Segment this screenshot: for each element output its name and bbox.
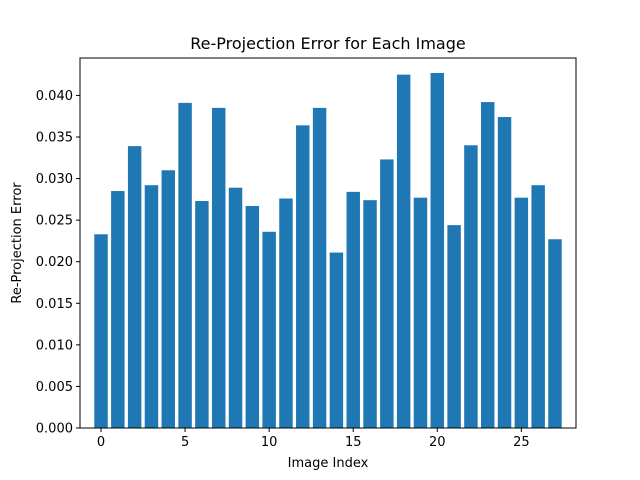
- bar-6: [195, 201, 209, 428]
- x-tick-label: 0: [97, 435, 105, 450]
- bars-group: [94, 72, 562, 429]
- x-tick-label: 25: [513, 435, 530, 450]
- x-tick-label: 15: [345, 435, 362, 450]
- bar-23: [481, 102, 495, 428]
- x-tick-label: 10: [261, 435, 278, 450]
- bar-24: [497, 117, 512, 429]
- bar-19: [413, 197, 428, 428]
- y-tick-label: 0.005: [36, 380, 73, 395]
- bar-8: [228, 187, 243, 428]
- bar-3: [144, 185, 159, 428]
- plot-frame: [79, 57, 577, 429]
- bar-26: [531, 185, 545, 428]
- y-axis-label: Re-Projection Error: [10, 182, 25, 304]
- bar-17: [380, 159, 394, 428]
- bar-10: [262, 231, 276, 428]
- y-tick-label: 0.020: [36, 255, 73, 270]
- bar-27: [548, 239, 562, 428]
- bar-22: [464, 145, 478, 428]
- bar-20: [430, 72, 445, 428]
- bar-4: [161, 170, 175, 428]
- y-tick-label: 0.010: [36, 338, 73, 353]
- x-tick-label: 5: [181, 435, 189, 450]
- bar-9: [245, 206, 260, 428]
- bar-13: [312, 107, 327, 429]
- bar-11: [279, 198, 293, 428]
- bar-5: [178, 102, 192, 429]
- y-tick-label: 0.015: [36, 297, 73, 312]
- bar-2: [127, 146, 142, 428]
- y-tick-label: 0.000: [36, 422, 73, 437]
- y-tick-label: 0.030: [36, 172, 73, 187]
- y-tick-label: 0.035: [36, 130, 73, 145]
- bar-21: [447, 225, 461, 428]
- y-tick-label: 0.025: [36, 214, 73, 229]
- chart-title: Re-Projection Error for Each Image: [190, 34, 465, 53]
- y-axis-ticks: 0.000 0.005 0.010 0.015 0.020 0.025 0.030 0.035…: [36, 89, 80, 437]
- bar-12: [296, 125, 310, 428]
- bar-25: [514, 197, 529, 428]
- bar-15: [346, 191, 360, 428]
- bar-14: [329, 252, 344, 428]
- x-tick-label: 20: [429, 435, 446, 450]
- x-axis-label: Image Index: [288, 456, 369, 471]
- bar-0: [94, 234, 108, 428]
- bar-18: [396, 74, 411, 428]
- bar-7: [211, 107, 226, 429]
- y-tick-label: 0.040: [36, 89, 73, 104]
- x-axis-ticks: 0 5 10 15 20 25: [97, 428, 530, 450]
- bar-16: [363, 200, 377, 428]
- bar-1: [111, 191, 125, 428]
